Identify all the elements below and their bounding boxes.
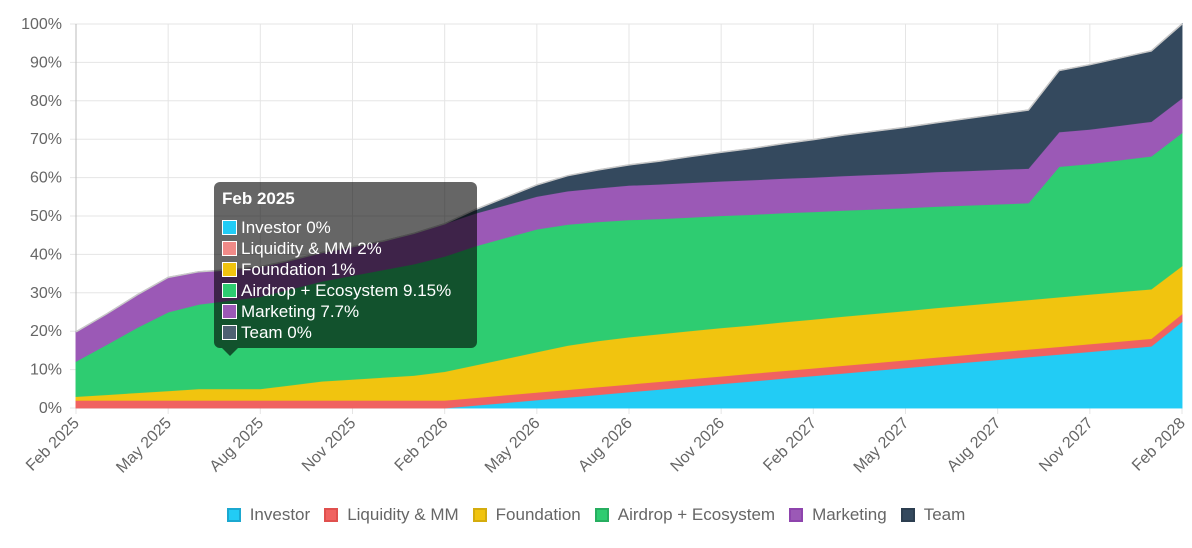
x-tick-label: May 2025 (113, 415, 175, 477)
y-tick-label: 100% (21, 16, 62, 33)
tooltip-row-investor: Investor 0% (222, 217, 469, 238)
tooltip-swatch-investor (222, 220, 237, 235)
x-tick-label: Nov 2026 (668, 415, 729, 476)
x-tick-label: Nov 2027 (1036, 415, 1097, 476)
y-tick-label: 70% (30, 131, 62, 148)
chart-legend: Investor Liquidity & MM Foundation Airdr… (0, 502, 1192, 528)
legend-label: Foundation (495, 505, 581, 524)
y-tick-label: 10% (30, 362, 62, 379)
y-axis-ticks: 0% 10% 20% 30% 40% 50% 60% 70% 80% 90% 100% (21, 16, 62, 417)
legend-item-foundation[interactable]: Foundation (472, 505, 581, 525)
legend-swatch-marketing (789, 508, 804, 522)
x-tick-label: Feb 2028 (1129, 415, 1189, 475)
tooltip-swatch-airdrop (222, 283, 237, 298)
x-tick-label: Nov 2025 (299, 415, 360, 476)
y-tick-label: 30% (30, 285, 62, 302)
stacked-area-chart: 0% 10% 20% 30% 40% 50% 60% 70% 80% 90% 100% Feb 20… (21, 16, 1189, 477)
x-tick-label: May 2026 (482, 415, 544, 477)
legend-swatch-liquidity-mm (324, 508, 339, 522)
tooltip-text: Liquidity & MM 2% (241, 238, 382, 258)
x-axis-ticks: Feb 2025 May 2025 Aug 2025 Nov 2025 Feb 2026… (23, 415, 1189, 477)
tooltip-text: Investor 0% (241, 217, 331, 237)
x-tick-label: Feb 2026 (392, 415, 452, 475)
x-tick-label: Feb 2025 (23, 415, 83, 475)
tooltip-row-airdrop: Airdrop + Ecosystem 9.15% (222, 280, 469, 301)
tooltip-text: Airdrop + Ecosystem 9.15% (241, 280, 452, 300)
legend-item-investor[interactable]: Investor (226, 505, 311, 525)
legend-swatch-foundation (472, 508, 487, 522)
tooltip-row-team: Team 0% (222, 322, 469, 343)
x-tick-label: Aug 2026 (575, 415, 636, 476)
legend-label: Team (923, 505, 966, 524)
tooltip-caret (222, 348, 238, 356)
legend-label: Marketing (812, 505, 887, 524)
tooltip-row-foundation: Foundation 1% (222, 259, 469, 280)
y-tick-label: 0% (39, 400, 62, 417)
y-tick-label: 20% (30, 323, 62, 340)
x-tick-label: Aug 2025 (207, 415, 268, 476)
legend-label: Airdrop + Ecosystem (617, 505, 776, 524)
tooltip-title: Feb 2025 (222, 189, 295, 208)
hover-tooltip: Feb 2025 Investor 0% Liquidity & MM 2% F… (214, 182, 477, 348)
tooltip-row-liquidity: Liquidity & MM 2% (222, 238, 469, 259)
legend-label: Liquidity & MM (347, 505, 459, 524)
x-tick-label: May 2027 (851, 415, 913, 477)
y-tick-label: 50% (30, 208, 62, 225)
x-tick-label: Aug 2027 (944, 415, 1005, 476)
legend-swatch-investor (226, 508, 241, 522)
tooltip-text: Foundation 1% (241, 259, 356, 279)
tooltip-swatch-marketing (222, 304, 237, 319)
legend-item-liquidity-mm[interactable]: Liquidity & MM (324, 505, 459, 525)
tooltip-text: Marketing 7.7% (241, 301, 360, 321)
x-tick-label: Feb 2027 (760, 415, 820, 475)
legend-label: Investor (249, 505, 311, 524)
tooltip-row-marketing: Marketing 7.7% (222, 301, 469, 322)
y-tick-label: 80% (30, 93, 62, 110)
legend-item-marketing[interactable]: Marketing (789, 505, 887, 525)
tooltip-swatch-team (222, 325, 237, 340)
tooltip-text: Team 0% (241, 322, 312, 342)
tooltip-swatch-liquidity (222, 241, 237, 256)
tooltip-swatch-foundation (222, 262, 237, 277)
y-tick-label: 40% (30, 246, 62, 263)
legend-swatch-airdrop-ecosystem (594, 508, 609, 522)
legend-swatch-team (900, 508, 915, 522)
legend-item-team[interactable]: Team (900, 505, 966, 525)
legend-item-airdrop-ecosystem[interactable]: Airdrop + Ecosystem (594, 505, 776, 525)
y-tick-label: 90% (30, 54, 62, 71)
y-tick-label: 60% (30, 170, 62, 187)
